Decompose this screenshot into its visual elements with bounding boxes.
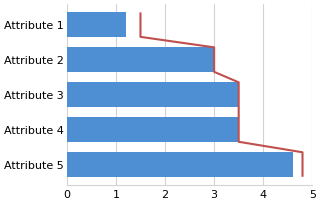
Bar xyxy=(67,117,239,142)
Bar xyxy=(67,47,214,72)
Bar xyxy=(67,12,126,37)
Bar xyxy=(67,82,239,107)
Bar xyxy=(67,152,293,177)
